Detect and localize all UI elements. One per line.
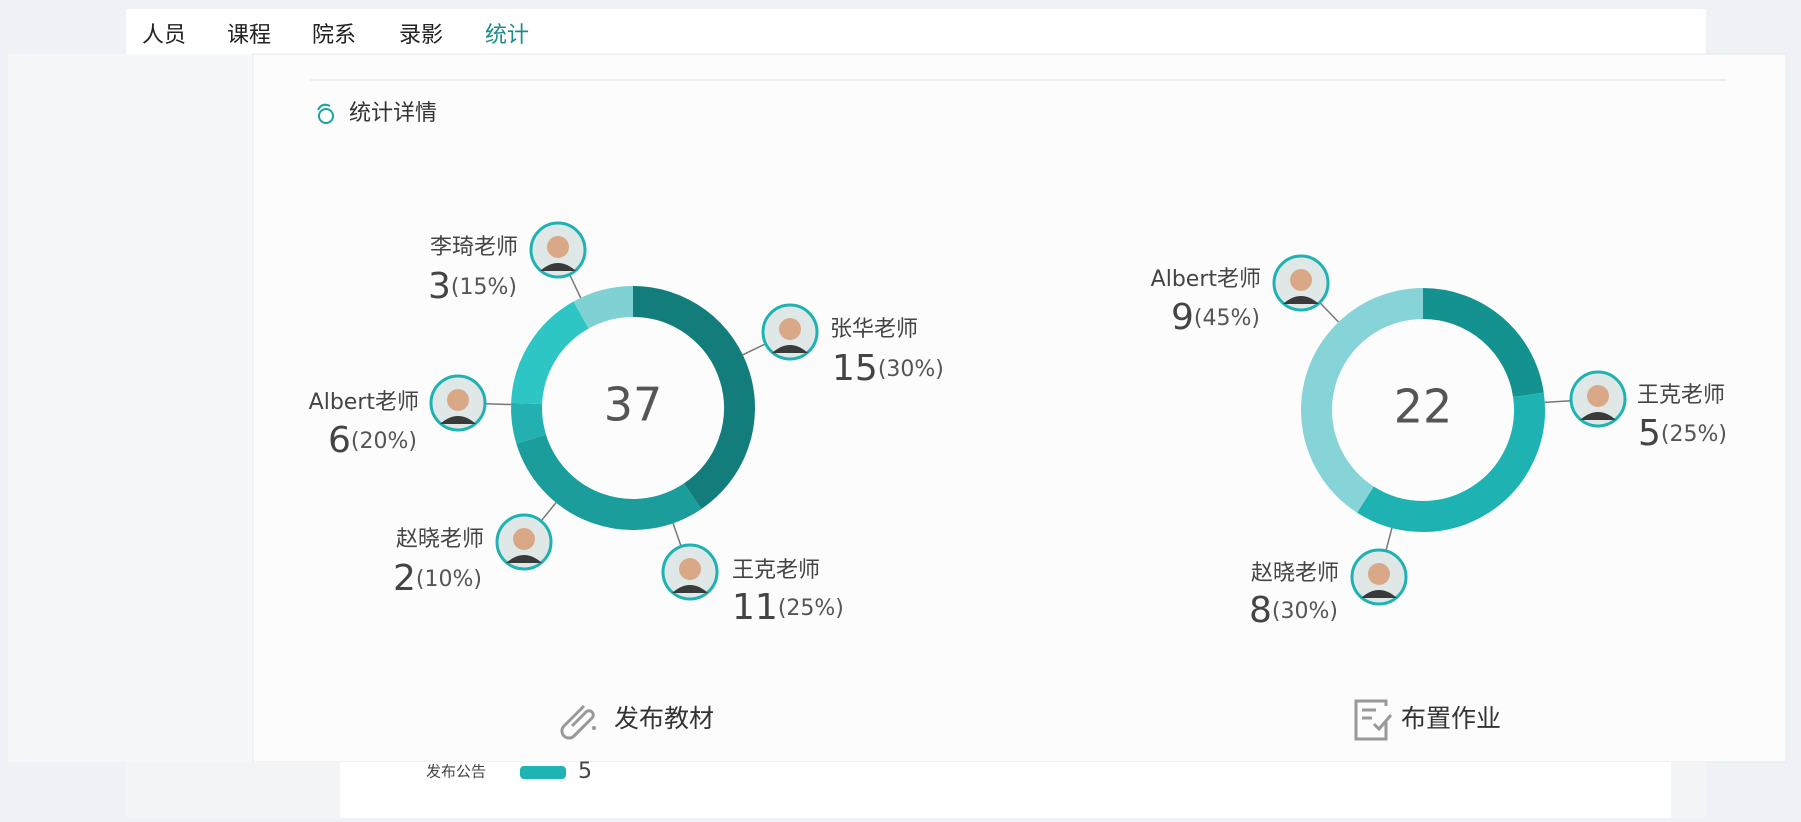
- donut-total: 37: [604, 378, 663, 432]
- donut-segment: [527, 403, 532, 439]
- person-percent: (30%): [878, 357, 944, 382]
- person-percent: (30%): [1272, 599, 1338, 624]
- nav-tab[interactable]: 院系: [312, 23, 356, 48]
- avatar: [431, 376, 485, 430]
- connector: [485, 404, 511, 405]
- notice-bar: [520, 766, 566, 779]
- section-title: 统计详情: [349, 101, 437, 126]
- nav-tab[interactable]: 课程: [227, 23, 271, 48]
- page: 统计详情 发布教材 布置作业 发布公告 5 人员课程院系录影统计张华老师15(3…: [0, 0, 1801, 818]
- person-percent: (25%): [778, 596, 844, 621]
- avatar-face: [513, 528, 535, 550]
- avatar: [763, 305, 817, 359]
- person-value: 8: [1249, 590, 1272, 631]
- person-value: 11: [732, 587, 778, 628]
- person-value: 3: [428, 266, 451, 307]
- avatar: [1571, 372, 1625, 426]
- person-value: 5: [1638, 413, 1661, 454]
- person-value: 6: [328, 420, 351, 461]
- nav-bar: [126, 9, 1706, 55]
- avatar: [663, 545, 717, 599]
- avatar: [1274, 256, 1328, 310]
- avatar: [497, 515, 551, 569]
- person-name: 李琦老师: [430, 235, 518, 260]
- caption: 布置作业: [1401, 704, 1501, 733]
- avatar-face: [779, 318, 801, 340]
- donut-total: 22: [1394, 380, 1453, 434]
- person-percent: (25%): [1661, 422, 1727, 447]
- person-name: 王克老师: [1637, 383, 1725, 408]
- person-name: 赵晓老师: [1251, 561, 1339, 586]
- nav-tab[interactable]: 统计: [485, 23, 529, 48]
- person-value: 2: [393, 558, 416, 599]
- avatar-face: [447, 389, 469, 411]
- person-value: 15: [832, 348, 878, 389]
- person-name: 赵晓老师: [396, 527, 484, 552]
- person-percent: (15%): [451, 275, 517, 300]
- avatar-face: [679, 558, 701, 580]
- person-name: 张华老师: [830, 317, 918, 342]
- avatar: [531, 223, 585, 277]
- donut-segment: [581, 302, 633, 316]
- nav-tab[interactable]: 人员: [142, 23, 186, 48]
- avatar-face: [547, 236, 569, 258]
- person-percent: (45%): [1194, 306, 1260, 331]
- person-percent: (10%): [416, 567, 482, 592]
- avatar-face: [1368, 563, 1390, 585]
- notice-label: 发布公告: [426, 763, 486, 781]
- avatar-face: [1587, 385, 1609, 407]
- person-name: 王克老师: [732, 558, 820, 583]
- avatar: [1352, 550, 1406, 604]
- person-name: Albert老师: [309, 390, 419, 415]
- caption: 发布教材: [614, 704, 714, 733]
- notice-value: 5: [578, 759, 592, 784]
- person-value: 9: [1171, 297, 1194, 338]
- screen: 统计详情 发布教材 布置作业 发布公告 5 人员课程院系录影统计张华老师15(3…: [0, 0, 1801, 818]
- person-percent: (20%): [351, 429, 417, 454]
- person-name: Albert老师: [1151, 267, 1261, 292]
- nav-tab[interactable]: 录影: [399, 23, 443, 48]
- avatar-face: [1290, 269, 1312, 291]
